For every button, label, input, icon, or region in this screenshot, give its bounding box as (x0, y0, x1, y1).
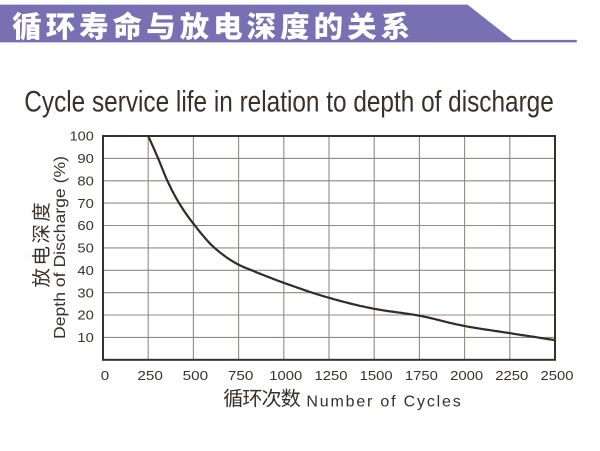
svg-text:2500: 2500 (541, 368, 574, 383)
svg-text:1750: 1750 (405, 368, 438, 383)
svg-text:2250: 2250 (495, 368, 528, 383)
svg-text:60: 60 (77, 218, 93, 233)
svg-text:50: 50 (77, 241, 93, 256)
svg-text:30: 30 (77, 285, 93, 300)
svg-text:Cycle service life in relation: Cycle service life in relation to depth … (24, 86, 554, 119)
svg-text:80: 80 (77, 174, 93, 189)
svg-text:20: 20 (77, 308, 93, 323)
svg-text:40: 40 (77, 263, 93, 278)
svg-text:Depth of Discharge (%): Depth of Discharge (%) (52, 156, 69, 339)
svg-text:90: 90 (77, 151, 93, 166)
svg-text:10: 10 (77, 330, 93, 345)
svg-text:750: 750 (228, 368, 254, 383)
svg-text:250: 250 (137, 368, 163, 383)
svg-text:2000: 2000 (450, 368, 483, 383)
svg-text:0: 0 (101, 368, 109, 383)
svg-text:1000: 1000 (269, 368, 302, 383)
svg-text:70: 70 (77, 196, 93, 211)
svg-text:100: 100 (70, 129, 94, 144)
svg-text:1500: 1500 (360, 368, 393, 383)
svg-text:500: 500 (183, 368, 209, 383)
svg-text:1250: 1250 (315, 368, 348, 383)
svg-text:Number of Cycles: Number of Cycles (306, 394, 460, 411)
